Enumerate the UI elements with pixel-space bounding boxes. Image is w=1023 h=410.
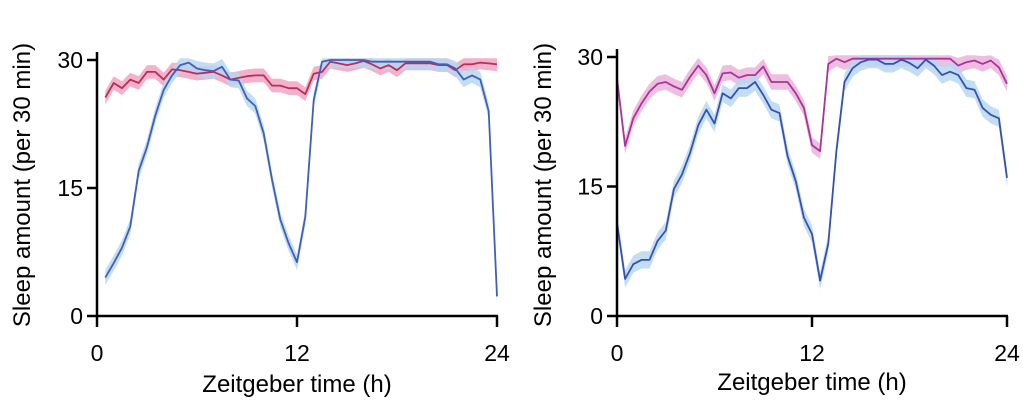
y-tick-label: 0 [70,303,83,329]
y-tick-label: 15 [577,174,603,200]
x-tick-label: 12 [284,340,310,366]
series-red-line [104,60,498,98]
series-blue-line [104,59,498,297]
y-tick-label: 15 [57,175,83,201]
y-axis-label: Sleep amount (per 30 min) [9,43,36,327]
series-blue-line [616,58,1008,282]
y-tick-label: 0 [590,303,603,329]
x-tick-label: 24 [994,340,1020,366]
x-tick-label: 0 [611,340,624,366]
x-tick-label: 0 [91,340,104,366]
y-axis-label: Sleep amount (per 30 min) [530,43,557,327]
y-tick-label: 30 [57,47,83,73]
right-panel: Sleep amount (per 30 min) Zeitgeber time… [530,43,1020,396]
x-axis-label: Zeitgeber time (h) [717,369,906,396]
left-panel: Sleep amount (per 30 min) Zeitgeber time… [9,43,510,398]
series-blue-error-band [617,55,1007,290]
x-axis-label: Zeitgeber time (h) [202,371,391,398]
y-tick-label: 30 [577,44,603,70]
x-tick-label: 24 [484,340,510,366]
x-tick-label: 12 [799,340,825,366]
series-magenta-line [616,57,1008,153]
series-magenta-error-band [617,55,1007,159]
